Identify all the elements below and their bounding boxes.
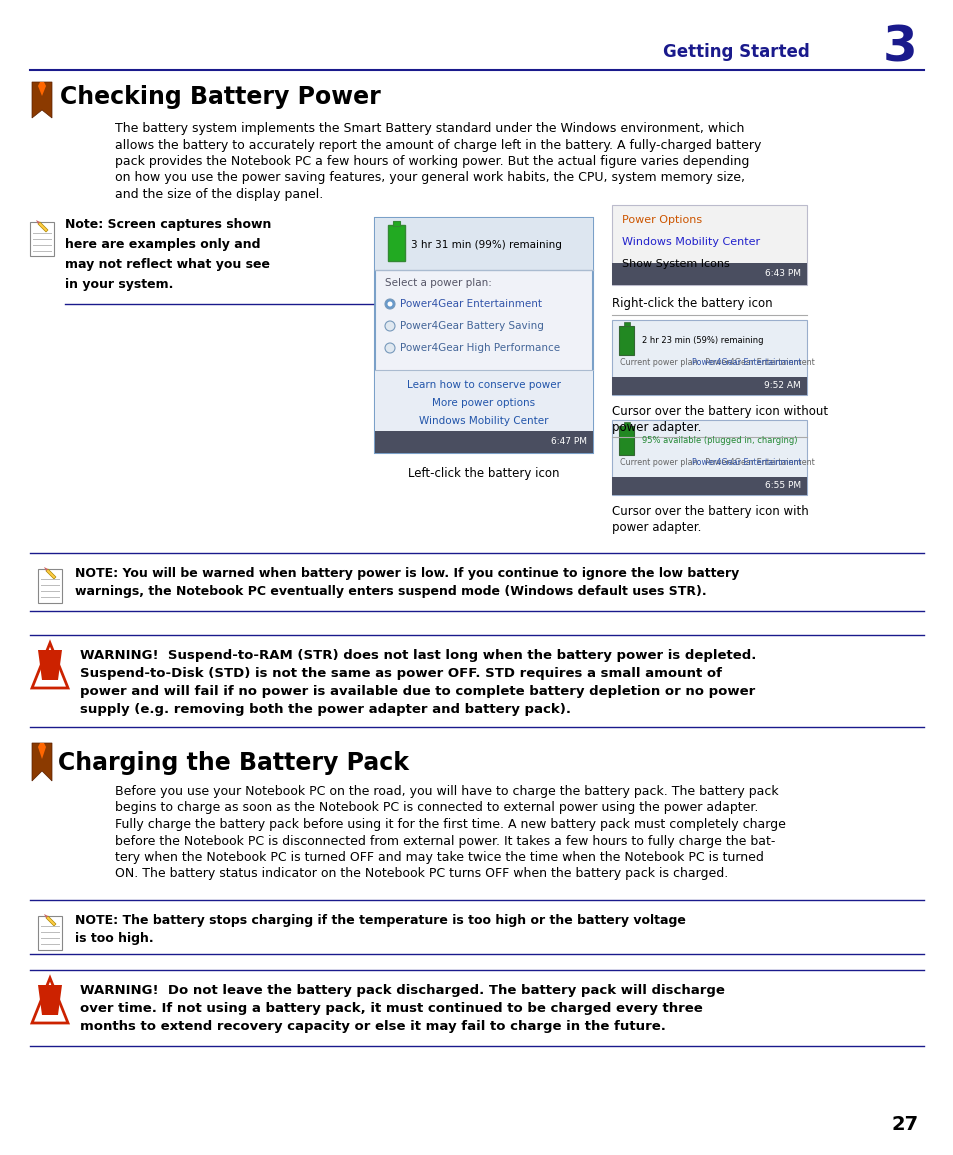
Text: More power options: More power options (432, 398, 535, 408)
Text: ON. The battery status indicator on the Notebook PC turns OFF when the battery p: ON. The battery status indicator on the … (115, 867, 727, 880)
Text: and the size of the display panel.: and the size of the display panel. (115, 188, 323, 201)
Text: power and will fail if no power is available due to complete battery depletion o: power and will fail if no power is avail… (80, 685, 755, 698)
Polygon shape (38, 650, 62, 680)
Text: 95% available (plugged in, charging): 95% available (plugged in, charging) (641, 435, 797, 445)
Text: power adapter.: power adapter. (612, 521, 700, 534)
Text: tery when the Notebook PC is turned OFF and may take twice the time when the Not: tery when the Notebook PC is turned OFF … (115, 851, 763, 864)
Text: Before you use your Notebook PC on the road, you will have to charge the battery: Before you use your Notebook PC on the r… (115, 785, 778, 798)
FancyBboxPatch shape (612, 204, 806, 285)
Polygon shape (32, 743, 52, 781)
FancyBboxPatch shape (375, 370, 593, 453)
Text: 6:47 PM: 6:47 PM (551, 438, 586, 447)
Polygon shape (46, 569, 56, 579)
Text: Suspend-to-Disk (STD) is not the same as power OFF. STD requires a small amount : Suspend-to-Disk (STD) is not the same as… (80, 666, 721, 680)
FancyBboxPatch shape (623, 322, 629, 326)
Text: Power4Gear Entertainment: Power4Gear Entertainment (691, 459, 801, 467)
Circle shape (385, 343, 395, 353)
Text: The battery system implements the Smart Battery standard under the Windows envir: The battery system implements the Smart … (115, 122, 743, 135)
Text: Note: Screen captures shown: Note: Screen captures shown (65, 218, 271, 231)
FancyBboxPatch shape (388, 225, 405, 261)
Polygon shape (38, 82, 46, 96)
Text: Power4Gear Entertainment: Power4Gear Entertainment (399, 299, 541, 310)
Polygon shape (32, 643, 68, 688)
Text: pack provides the Notebook PC a few hours of working power. But the actual figur: pack provides the Notebook PC a few hour… (115, 155, 749, 167)
Text: Fully charge the battery pack before using it for the first time. A new battery : Fully charge the battery pack before usi… (115, 818, 785, 830)
Circle shape (385, 321, 395, 331)
Text: 3: 3 (882, 24, 917, 72)
Polygon shape (44, 567, 48, 571)
FancyBboxPatch shape (375, 431, 593, 453)
Text: Show System Icons: Show System Icons (621, 259, 729, 269)
FancyBboxPatch shape (393, 221, 399, 226)
Polygon shape (32, 978, 68, 1023)
FancyBboxPatch shape (612, 477, 806, 495)
Text: months to extend recovery capacity or else it may fail to charge in the future.: months to extend recovery capacity or el… (80, 1020, 665, 1033)
Text: Current power plan:  Power4Gear Entertainment: Current power plan: Power4Gear Entertain… (619, 358, 814, 367)
Text: NOTE: The battery stops charging if the temperature is too high or the battery v: NOTE: The battery stops charging if the … (75, 914, 685, 927)
Text: on how you use the power saving features, your general work habits, the CPU, sys: on how you use the power saving features… (115, 171, 744, 185)
Text: here are examples only and: here are examples only and (65, 238, 260, 251)
FancyBboxPatch shape (618, 326, 634, 355)
Text: Checking Battery Power: Checking Battery Power (60, 85, 380, 109)
Text: Current power plan:  Power4Gear Entertainment: Current power plan: Power4Gear Entertain… (619, 459, 814, 467)
Text: in your system.: in your system. (65, 278, 173, 291)
FancyBboxPatch shape (612, 263, 806, 285)
Polygon shape (46, 916, 56, 926)
FancyBboxPatch shape (612, 320, 806, 395)
Text: NOTE: You will be warned when battery power is low. If you continue to ignore th: NOTE: You will be warned when battery po… (75, 567, 739, 580)
FancyBboxPatch shape (38, 916, 62, 951)
Text: 2 hr 23 min (59%) remaining: 2 hr 23 min (59%) remaining (641, 336, 762, 345)
Text: Windows Mobility Center: Windows Mobility Center (621, 237, 760, 247)
Text: Charging the Battery Pack: Charging the Battery Pack (58, 751, 409, 775)
Text: Right-click the battery icon: Right-click the battery icon (612, 297, 772, 310)
FancyBboxPatch shape (612, 377, 806, 395)
FancyBboxPatch shape (623, 422, 629, 426)
Polygon shape (32, 82, 52, 118)
Text: 6:43 PM: 6:43 PM (764, 269, 801, 278)
Text: Windows Mobility Center: Windows Mobility Center (418, 416, 548, 426)
Text: WARNING!  Suspend-to-RAM (STR) does not last long when the battery power is depl: WARNING! Suspend-to-RAM (STR) does not l… (80, 649, 756, 662)
Text: may not reflect what you see: may not reflect what you see (65, 258, 270, 271)
Text: Power4Gear Entertainment: Power4Gear Entertainment (691, 358, 801, 367)
Text: Power4Gear Battery Saving: Power4Gear Battery Saving (399, 321, 543, 331)
Polygon shape (44, 914, 48, 918)
Text: Left-click the battery icon: Left-click the battery icon (408, 467, 559, 480)
Text: Cursor over the battery icon with: Cursor over the battery icon with (612, 505, 808, 517)
Polygon shape (38, 743, 46, 759)
Text: 9:52 AM: 9:52 AM (763, 381, 801, 390)
Circle shape (387, 301, 392, 306)
Text: allows the battery to accurately report the amount of charge left in the battery: allows the battery to accurately report … (115, 139, 760, 151)
Text: warnings, the Notebook PC eventually enters suspend mode (Windows default uses S: warnings, the Notebook PC eventually ent… (75, 584, 706, 598)
FancyBboxPatch shape (38, 569, 62, 603)
Text: WARNING!  Do not leave the battery pack discharged. The battery pack will discha: WARNING! Do not leave the battery pack d… (80, 984, 724, 997)
Text: Power Options: Power Options (621, 215, 701, 225)
Polygon shape (38, 222, 48, 232)
FancyBboxPatch shape (375, 218, 593, 270)
Text: power adapter.: power adapter. (612, 422, 700, 434)
FancyBboxPatch shape (618, 425, 634, 455)
Text: before the Notebook PC is disconnected from external power. It takes a few hours: before the Notebook PC is disconnected f… (115, 835, 775, 848)
Polygon shape (36, 219, 40, 224)
Text: Cursor over the battery icon without: Cursor over the battery icon without (612, 405, 827, 418)
Text: begins to charge as soon as the Notebook PC is connected to external power using: begins to charge as soon as the Notebook… (115, 802, 758, 814)
Text: is too high.: is too high. (75, 932, 153, 945)
Text: 3 hr 31 min (99%) remaining: 3 hr 31 min (99%) remaining (411, 240, 561, 249)
Text: Learn how to conserve power: Learn how to conserve power (407, 380, 560, 390)
Text: 27: 27 (890, 1116, 918, 1134)
Text: Select a power plan:: Select a power plan: (385, 278, 492, 288)
Polygon shape (38, 985, 62, 1015)
Text: Power4Gear High Performance: Power4Gear High Performance (399, 343, 559, 353)
Text: Getting Started: Getting Started (662, 43, 809, 61)
FancyBboxPatch shape (612, 420, 806, 495)
FancyBboxPatch shape (375, 218, 593, 453)
Text: supply (e.g. removing both the power adapter and battery pack).: supply (e.g. removing both the power ada… (80, 703, 571, 716)
Text: over time. If not using a battery pack, it must continued to be charged every th: over time. If not using a battery pack, … (80, 1003, 702, 1015)
Text: 6:55 PM: 6:55 PM (764, 482, 801, 491)
Circle shape (385, 299, 395, 310)
FancyBboxPatch shape (30, 222, 54, 256)
